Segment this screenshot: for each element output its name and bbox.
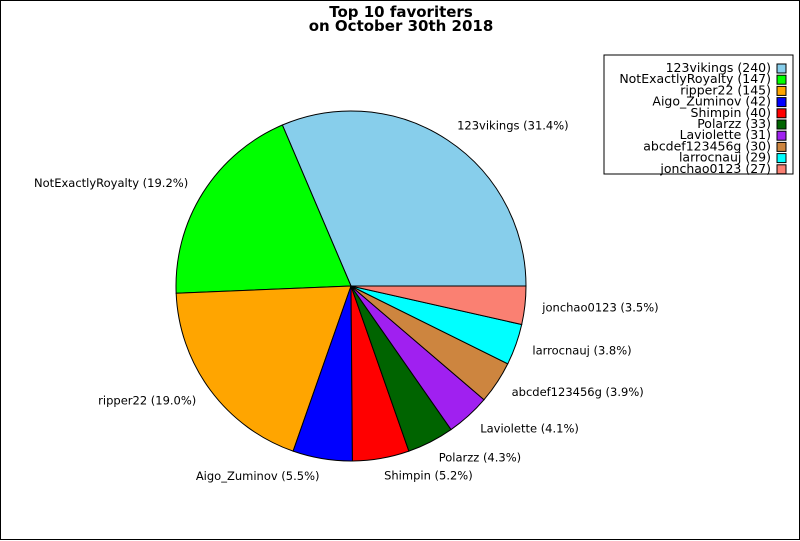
pie-slice-labels: 123vikings (31.4%) NotExactlyRoyalty (19.… <box>34 118 659 483</box>
legend-entry-label: NotExactlyRoyalty (147) <box>619 71 771 86</box>
slice-label: 123vikings (31.4%) <box>457 118 569 132</box>
legend-swatch <box>776 141 787 152</box>
legend-entry-label: Laviolette (31) <box>680 127 771 142</box>
legend-entry-label: jonchao0123 (27) <box>659 161 771 176</box>
legend-entry-label: ripper22 (145) <box>680 82 771 97</box>
slice-label: larrocnauj (3.8%) <box>532 343 631 357</box>
slice-label: jonchao0123 (3.5%) <box>541 300 658 314</box>
chart-title: Top 10 favoriters <box>329 3 473 21</box>
legend-box <box>603 54 794 175</box>
slice-label: Polarzz (4.3%) <box>439 450 521 464</box>
slice-label: Laviolette (4.1%) <box>480 422 579 436</box>
legend-swatch <box>776 164 787 175</box>
slice-label: Shimpin (5.2%) <box>384 469 473 483</box>
legend-entry-label: larrocnauj (29) <box>679 150 771 165</box>
legend-entry-label: abcdef123456g (30) <box>643 138 771 153</box>
pie-slice-notexactlyroyalty <box>175 124 352 294</box>
slice-label: abcdef123456g (3.9%) <box>512 385 644 399</box>
legend: 123vikings (240)NotExactlyRoyalty (147)r… <box>603 54 794 176</box>
pie-slice-jonchao0123 <box>350 285 527 326</box>
legend-entry-label: Shimpin (40) <box>691 105 771 120</box>
legend-swatch <box>776 74 787 85</box>
pie-slice-123vikings <box>281 110 527 287</box>
legend-swatch <box>776 97 787 108</box>
legend-swatch <box>776 108 787 119</box>
slice-label: NotExactlyRoyalty (19.2%) <box>34 176 188 190</box>
pie-slices <box>175 110 527 462</box>
legend-swatch <box>776 85 787 96</box>
legend-swatch <box>776 153 787 164</box>
legend-swatch <box>776 63 787 74</box>
slice-label: Aigo_Zuminov (5.5%) <box>196 469 320 483</box>
legend-entry-label: Aigo_Zuminov (42) <box>652 94 771 109</box>
legend-swatch <box>776 119 787 130</box>
legend-swatch <box>776 130 787 141</box>
legend-entry-label: 123vikings (240) <box>666 60 771 75</box>
slice-label: ripper22 (19.0%) <box>98 394 196 408</box>
legend-entry-label: Polarzz (33) <box>697 116 771 131</box>
chart-subtitle: on October 30th 2018 <box>309 17 494 35</box>
